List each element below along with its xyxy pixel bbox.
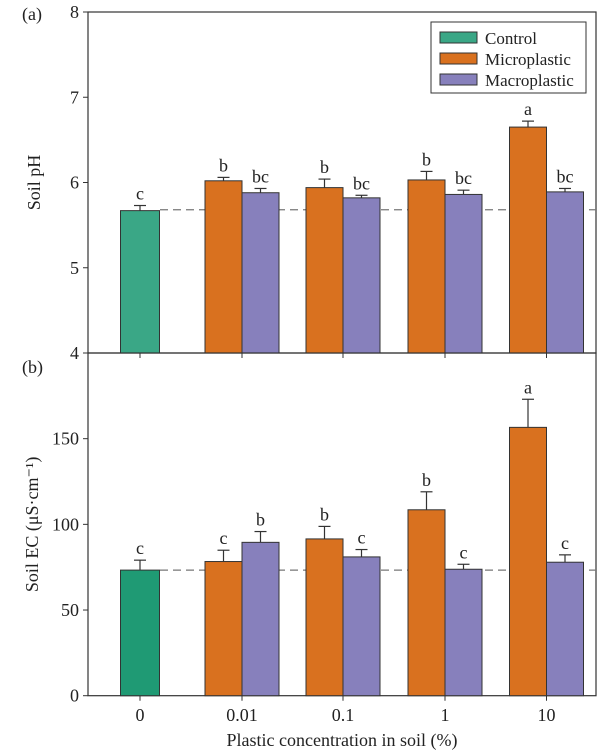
significance-letter: b bbox=[256, 510, 265, 530]
y-axis-label: Soil EC (μS·cm⁻¹) bbox=[22, 457, 43, 593]
bar-microplastic-0.01 bbox=[204, 561, 243, 697]
y-tick-label: 150 bbox=[52, 429, 79, 449]
legend: Control Microplastic Macroplastic bbox=[430, 21, 587, 94]
legend-swatch bbox=[439, 52, 478, 65]
y-tick-label: 4 bbox=[70, 343, 79, 363]
y-tick-label: 100 bbox=[52, 514, 79, 534]
significance-letter: c bbox=[136, 538, 144, 558]
bar-macroplastic-0.1 bbox=[342, 556, 381, 697]
bar-macroplastic-0.1 bbox=[342, 197, 381, 354]
significance-letter: a bbox=[524, 377, 532, 397]
x-tick-label: 1 bbox=[441, 705, 450, 725]
significance-letter: b bbox=[422, 149, 431, 169]
y-tick-label: 8 bbox=[70, 2, 79, 22]
significance-letter: c bbox=[136, 184, 144, 204]
bar-macroplastic-1 bbox=[444, 568, 483, 697]
panel-label: (b) bbox=[22, 357, 43, 378]
y-tick-label: 50 bbox=[61, 600, 79, 620]
significance-letter: bc bbox=[557, 166, 574, 186]
x-tick-label: 0 bbox=[136, 705, 145, 725]
significance-letter: c bbox=[561, 533, 569, 553]
y-tick-label: 0 bbox=[70, 686, 79, 706]
legend-label: Control bbox=[485, 29, 537, 48]
significance-letter: b bbox=[320, 157, 329, 177]
x-tick-label: 0.1 bbox=[332, 705, 355, 725]
bar-microplastic-0.1 bbox=[305, 538, 344, 697]
bar-control-0 bbox=[120, 210, 160, 354]
bar-macroplastic-0.01 bbox=[241, 192, 280, 354]
significance-letter: a bbox=[524, 99, 532, 119]
bar-microplastic-0.1 bbox=[305, 187, 344, 354]
x-tick-label: 0.01 bbox=[226, 705, 258, 725]
significance-letter: bc bbox=[353, 173, 370, 193]
bar-microplastic-10 bbox=[509, 426, 547, 697]
significance-letter: bc bbox=[455, 168, 472, 188]
x-tick-label: 10 bbox=[538, 705, 556, 725]
bar-microplastic-1 bbox=[407, 179, 446, 354]
legend-label: Macroplastic bbox=[485, 71, 574, 90]
significance-letter: b bbox=[320, 504, 329, 524]
panel-a: 4 5 6 7 8 (a) Soil pH c b b b a bc bc bc bc Control Micro… bbox=[22, 2, 597, 363]
bar-macroplastic-10 bbox=[546, 561, 584, 697]
legend-swatch bbox=[439, 31, 478, 44]
x-axis-label: Plastic concentration in soil (%) bbox=[227, 730, 458, 751]
bar-macroplastic-1 bbox=[444, 193, 483, 354]
legend-label: Microplastic bbox=[485, 50, 571, 69]
significance-letter: c bbox=[460, 542, 468, 562]
significance-letter: b bbox=[219, 155, 228, 175]
panel-b: 0 50 100 150 (b) Soil EC (μS·cm⁻¹) c c b b a b c c c 0 0… bbox=[22, 352, 597, 751]
bar-macroplastic-0.01 bbox=[241, 541, 280, 697]
bar-microplastic-1 bbox=[407, 509, 446, 697]
y-axis-label: Soil pH bbox=[24, 155, 44, 211]
panel-label: (a) bbox=[22, 4, 42, 25]
significance-letter: c bbox=[358, 528, 366, 548]
significance-letter: bc bbox=[252, 166, 269, 186]
bar-control-0 bbox=[120, 569, 160, 697]
significance-letter: c bbox=[220, 528, 228, 548]
legend-swatch bbox=[439, 73, 478, 86]
y-tick-label: 5 bbox=[70, 258, 79, 278]
bar-microplastic-10 bbox=[509, 126, 547, 354]
y-tick-label: 6 bbox=[70, 173, 79, 193]
y-tick-label: 7 bbox=[70, 87, 79, 107]
significance-letter: b bbox=[422, 470, 431, 490]
bar-macroplastic-10 bbox=[546, 191, 584, 354]
bar-microplastic-0.01 bbox=[204, 180, 243, 354]
